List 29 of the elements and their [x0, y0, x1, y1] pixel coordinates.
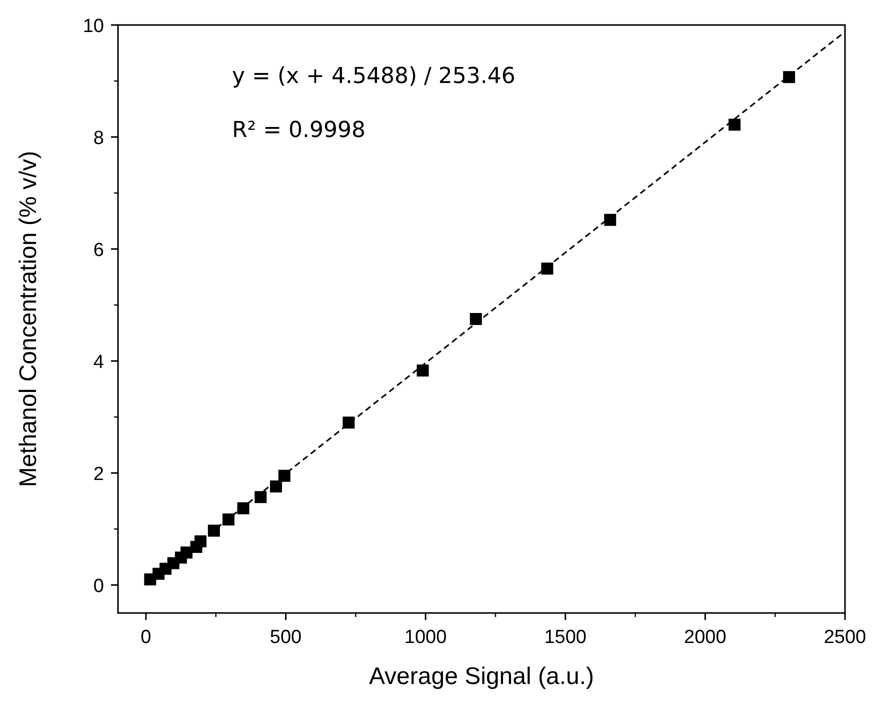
point	[604, 214, 616, 226]
x-tick-label: 2500	[824, 627, 866, 648]
point	[278, 470, 290, 482]
x-tick-label: 2000	[684, 627, 726, 648]
x-tick-label: 500	[270, 627, 302, 648]
annotation: R² = 0.9998	[232, 118, 366, 143]
y-tick-label: 6	[93, 240, 104, 261]
y-tick-label: 4	[93, 352, 104, 373]
y-tick-label: 2	[93, 464, 104, 485]
x-axis-title: Average Signal (a.u.)	[368, 663, 594, 690]
point	[728, 118, 741, 131]
x-tick-label: 1000	[404, 627, 447, 648]
point	[342, 416, 355, 429]
y-axis-title: Methanol Concentration (% v/v)	[15, 150, 42, 488]
point	[237, 502, 250, 514]
annotation: y = (x + 4.5488) / 253.46	[232, 64, 516, 89]
y-tick-label: 10	[82, 16, 104, 37]
y-tick-label: 8	[93, 128, 104, 149]
point	[254, 491, 267, 504]
point	[270, 480, 282, 492]
x-tick-label: 0	[140, 627, 152, 648]
point	[470, 313, 482, 325]
y-tick-label: 0	[93, 576, 104, 597]
point	[541, 262, 554, 275]
point	[416, 364, 429, 377]
point	[222, 513, 234, 526]
point	[208, 524, 220, 537]
x-tick-label: 1500	[544, 627, 587, 648]
point	[783, 71, 796, 84]
